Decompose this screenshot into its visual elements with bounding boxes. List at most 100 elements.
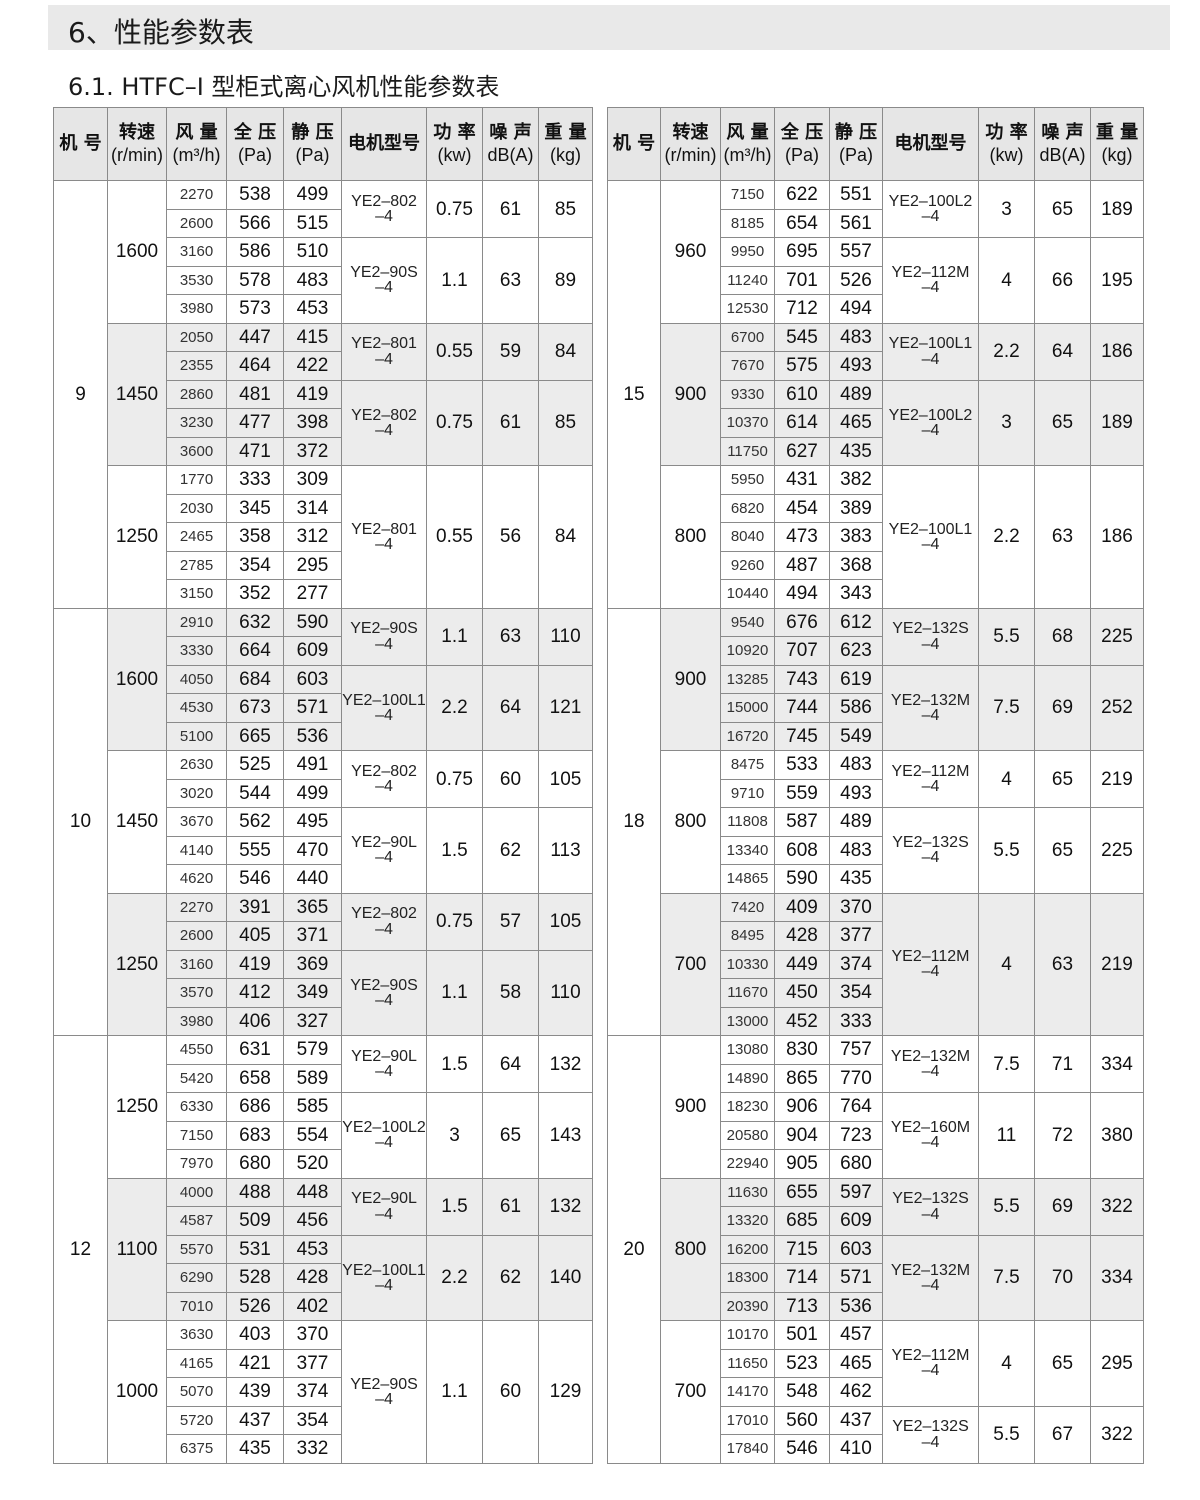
- motor-model-cell: YE2–100L1 –4: [341, 664, 427, 751]
- air-volume-cell: 11630: [720, 1177, 775, 1207]
- header-unit: (Pa): [838, 145, 873, 165]
- table-row: 10440 494 343: [608, 579, 1144, 609]
- air-volume-cell: 8475: [720, 750, 775, 780]
- motor-model-cell: YE2–112M –4: [882, 1320, 979, 1407]
- static-pressure-cell: 354: [829, 978, 883, 1008]
- total-pressure-cell: 713: [774, 1291, 830, 1321]
- total-pressure-cell: 488: [226, 1177, 284, 1207]
- air-volume-cell: 3980: [166, 1006, 227, 1036]
- table-row: 8495 428 377: [608, 921, 1144, 951]
- total-pressure-cell: 830: [774, 1035, 830, 1065]
- total-pressure-cell: 533: [774, 750, 830, 780]
- table-row: 16200 715 603 YE2–132M –4 7.5 70 334: [608, 1234, 1144, 1321]
- air-volume-cell: 3020: [166, 778, 227, 808]
- table-row: 4165 421 377: [54, 1348, 593, 1378]
- air-volume-cell: 7150: [720, 180, 775, 210]
- air-volume-cell: 5720: [166, 1405, 227, 1435]
- static-pressure-cell: 495: [283, 807, 342, 837]
- air-volume-cell: 3570: [166, 978, 227, 1008]
- air-volume-cell: 12530: [720, 294, 775, 324]
- static-pressure-cell: 398: [283, 408, 342, 438]
- table-row: 12530 712 494: [608, 294, 1144, 324]
- noise-cell: 64: [482, 1035, 539, 1093]
- table-row: 3600 471 372: [54, 436, 593, 466]
- header-row: 机 号转速 (r/min) 风 量 (m³/h) 全 压 (Pa) 静 压 (Pa) 电机型号功…: [53, 107, 593, 181]
- weight-cell: 189: [1090, 180, 1144, 238]
- table-row: 10 1600 2910 632 590 YE2–90S –4 1.1 63 110: [53, 607, 593, 1036]
- noise-cell: 72: [1034, 1092, 1091, 1179]
- total-pressure-cell: 450: [774, 978, 830, 1008]
- table-row: 17010 560 437 YE2–132S –4 5.5 67 322: [608, 1405, 1144, 1464]
- motor-model-cell: YE2–100L1 –4: [882, 322, 979, 381]
- static-pressure-cell: 312: [283, 522, 342, 552]
- static-pressure-cell: 499: [283, 180, 342, 210]
- power-cell: 0.55: [426, 465, 483, 609]
- table-row: 15000 744 586: [608, 693, 1144, 723]
- static-pressure-cell: 590: [283, 607, 342, 637]
- table-row: 11750 627 435: [608, 436, 1144, 466]
- power-cell: 1.1: [426, 607, 483, 666]
- static-pressure-cell: 295: [283, 550, 342, 580]
- air-volume-cell: 2050: [166, 322, 227, 352]
- air-volume-cell: 17010: [720, 1405, 775, 1435]
- air-volume-cell: 16720: [720, 721, 775, 751]
- static-pressure-cell: 435: [829, 436, 883, 466]
- total-pressure-cell: 685: [774, 1206, 830, 1236]
- power-cell: 3: [978, 379, 1035, 466]
- static-pressure-cell: 383: [829, 522, 883, 552]
- total-pressure-cell: 654: [774, 208, 830, 238]
- header-static-pressure: 静 压 (Pa): [829, 107, 883, 181]
- table-row: 9950 695 557 YE2–112M –4 4 66 195: [608, 237, 1144, 324]
- total-pressure-cell: 566: [226, 208, 284, 238]
- static-pressure-cell: 349: [283, 978, 342, 1008]
- static-pressure-cell: 377: [829, 921, 883, 951]
- total-pressure-cell: 673: [226, 693, 284, 723]
- total-pressure-cell: 701: [774, 265, 830, 295]
- noise-cell: 69: [1034, 1177, 1091, 1236]
- power-cell: 4: [978, 750, 1035, 808]
- total-pressure-cell: 575: [774, 351, 830, 381]
- power-cell: 2.2: [978, 322, 1035, 381]
- air-volume-cell: 4530: [166, 693, 227, 723]
- air-volume-cell: 2270: [166, 892, 227, 922]
- air-volume-cell: 8040: [720, 522, 775, 552]
- weight-cell: 334: [1090, 1234, 1144, 1321]
- header-weight: 重 量 (kg): [538, 107, 593, 181]
- total-pressure-cell: 523: [774, 1348, 830, 1378]
- motor-model-cell: YE2–90L –4: [341, 807, 427, 894]
- noise-cell: 63: [482, 607, 539, 666]
- total-pressure-cell: 686: [226, 1092, 284, 1122]
- table-row: 3160 586 510 YE2–90S –4 1.1 63 89: [54, 237, 593, 324]
- weight-cell: 219: [1090, 892, 1144, 1036]
- weight-cell: 186: [1090, 322, 1144, 381]
- static-pressure-cell: 561: [829, 208, 883, 238]
- air-volume-cell: 2030: [166, 493, 227, 523]
- header-label: 噪 声: [1041, 122, 1084, 143]
- header-label: 转速: [119, 122, 155, 143]
- static-pressure-cell: 465: [829, 408, 883, 438]
- noise-cell: 62: [482, 807, 539, 894]
- table-row: 5570 531 453 YE2–100L1 –4 2.2 62 140: [54, 1234, 593, 1321]
- air-volume-cell: 5100: [166, 721, 227, 751]
- motor-model-cell: YE2–132M –4: [882, 1234, 979, 1321]
- total-pressure-cell: 548: [774, 1377, 830, 1407]
- total-pressure-cell: 546: [226, 864, 284, 894]
- motor-model-cell: YE2–112M –4: [882, 237, 979, 324]
- header-power: 功 率 (kw): [426, 107, 483, 181]
- air-volume-cell: 3670: [166, 807, 227, 837]
- static-pressure-cell: 549: [829, 721, 883, 751]
- air-volume-cell: 10330: [720, 949, 775, 979]
- header-label: 电机型号: [894, 133, 967, 154]
- air-volume-cell: 14865: [720, 864, 775, 894]
- air-volume-cell: 1770: [166, 465, 227, 495]
- header-static-pressure: 静 压 (Pa): [283, 107, 342, 181]
- static-pressure-cell: 494: [829, 294, 883, 324]
- total-pressure-cell: 544: [226, 778, 284, 808]
- table-row: 3330 664 609: [54, 636, 593, 666]
- motor-model-cell: YE2–132S –4: [882, 1405, 979, 1464]
- total-pressure-cell: 352: [226, 579, 284, 609]
- static-pressure-cell: 557: [829, 237, 883, 267]
- air-volume-cell: 11750: [720, 436, 775, 466]
- static-pressure-cell: 493: [829, 778, 883, 808]
- weight-cell: 219: [1090, 750, 1144, 808]
